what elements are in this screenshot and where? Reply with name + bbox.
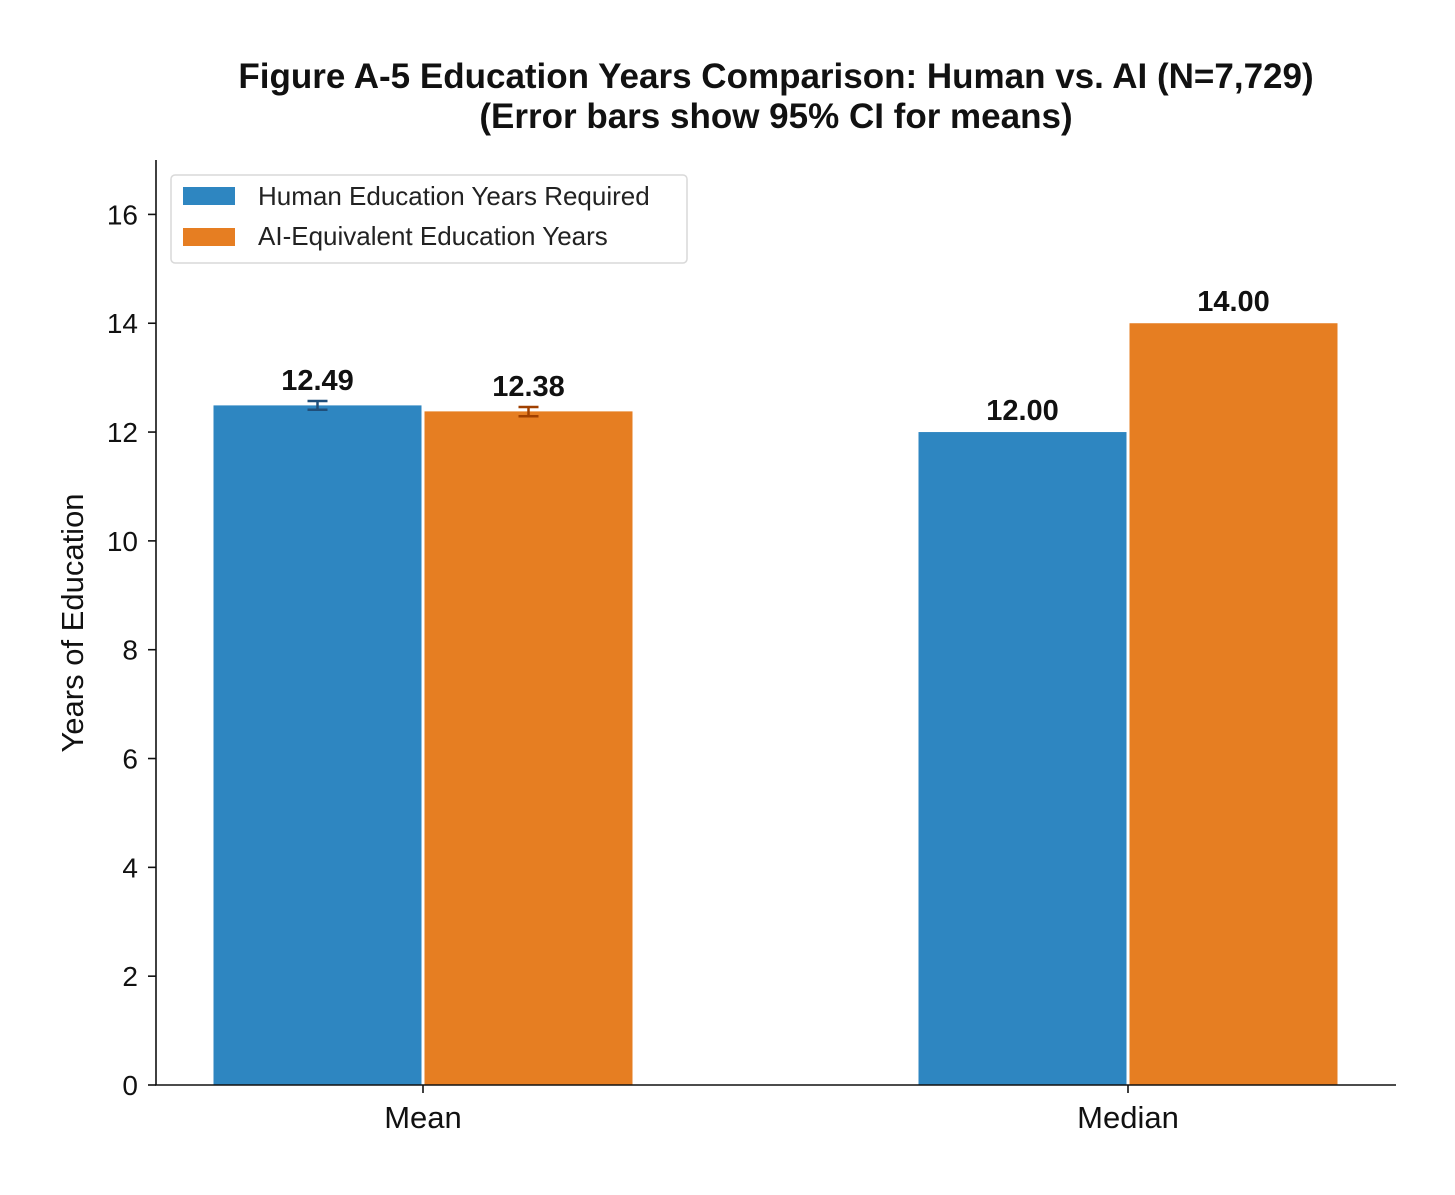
y-tick-label-8: 8 — [122, 635, 138, 666]
bar-median-ai — [1129, 323, 1338, 1085]
chart-title: Figure A-5 Education Years Comparison: H… — [238, 57, 1313, 96]
x-ticks-layer: Mean Median — [384, 1085, 1179, 1135]
bar-mean-human — [213, 405, 422, 1085]
x-tick-label-median: Median — [1077, 1100, 1179, 1135]
legend-swatch-ai — [183, 228, 235, 246]
bar-median-human — [918, 432, 1127, 1085]
value-label-mean-ai: 12.38 — [492, 371, 565, 403]
y-tick-label-0: 0 — [122, 1070, 138, 1101]
axes-layer — [155, 160, 1396, 1086]
legend-frame — [170, 174, 688, 264]
y-tick-label-16: 16 — [107, 199, 138, 230]
y-tick-label-14: 14 — [107, 308, 138, 339]
y-tick-label-2: 2 — [122, 961, 138, 992]
legend-swatch-human — [183, 187, 235, 205]
value-label-mean-human: 12.49 — [281, 365, 354, 397]
y-tick-label-10: 10 — [107, 526, 138, 557]
y-tick-label-4: 4 — [122, 852, 138, 883]
x-tick-label-mean: Mean — [384, 1100, 462, 1135]
y-axis-label: Years of Education — [55, 493, 90, 752]
error-bars-layer — [307, 399, 539, 418]
legend: Human Education Years Required AI-Equiva… — [170, 174, 688, 264]
legend-label-human: Human Education Years Required — [258, 181, 650, 211]
value-label-median-ai: 14.00 — [1197, 286, 1270, 318]
bars-layer — [213, 323, 1338, 1086]
value-label-median-human: 12.00 — [986, 395, 1059, 427]
legend-label-ai: AI-Equivalent Education Years — [258, 221, 608, 251]
bar-mean-ai — [424, 411, 633, 1086]
y-ticks-layer: 0 2 4 6 8 10 12 14 16 — [107, 199, 156, 1101]
y-tick-label-12: 12 — [107, 417, 138, 448]
value-labels-layer: 12.49 12.38 12.00 14.00 — [281, 286, 1270, 427]
y-tick-label-6: 6 — [122, 744, 138, 775]
chart-subtitle: (Error bars show 95% CI for means) — [479, 97, 1072, 136]
